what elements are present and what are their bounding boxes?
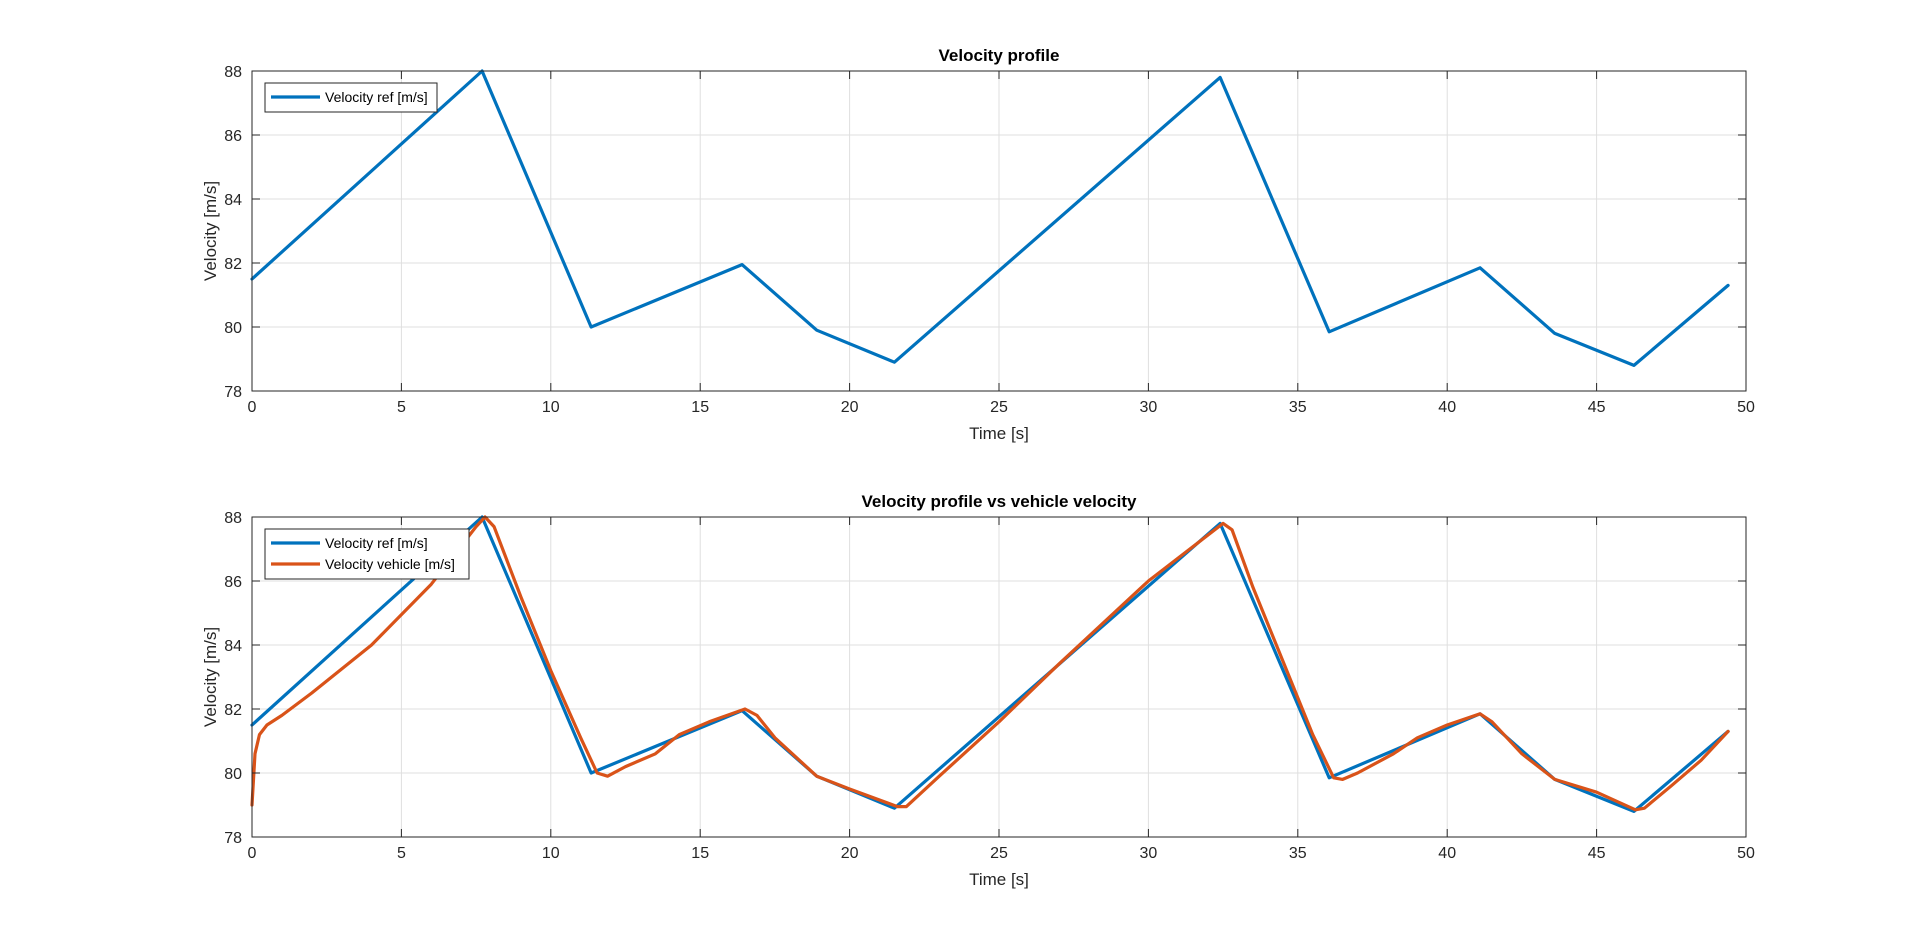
grid <box>252 517 1746 837</box>
x-tick-label: 50 <box>1737 399 1755 416</box>
x-tick-label: 10 <box>542 399 560 416</box>
y-tick-label: 82 <box>224 702 242 719</box>
y-tick-label: 88 <box>224 64 242 81</box>
series-layer <box>250 69 1730 367</box>
x-tick-label: 0 <box>248 845 257 862</box>
legend-entry: Velocity ref [m/s] <box>325 535 428 551</box>
y-tick-label: 84 <box>224 638 242 655</box>
y-tick-label: 88 <box>224 510 242 527</box>
x-tick-label: 25 <box>990 399 1008 416</box>
x-tick-label: 30 <box>1140 845 1158 862</box>
chart-velocity-profile: 0 5 10 15 20 25 30 35 40 45 50 78 80 82 84 86 88 Velocit… <box>201 46 1755 443</box>
legend-entry: Velocity vehicle [m/s] <box>325 556 455 572</box>
ticks: 0 5 10 15 20 25 30 35 40 45 50 78 80 82 84 86 88 <box>224 64 1755 416</box>
x-tick-label: 25 <box>990 845 1008 862</box>
x-tick-label: 5 <box>397 845 406 862</box>
x-axis-label: Time [s] <box>969 424 1029 443</box>
ticks: 0 5 10 15 20 25 30 35 40 45 50 78 80 82 84 86 88 <box>224 510 1755 862</box>
y-tick-label: 86 <box>224 128 242 145</box>
x-tick-label: 30 <box>1140 399 1158 416</box>
x-tick-label: 45 <box>1588 845 1606 862</box>
y-tick-label: 84 <box>224 192 242 209</box>
x-axis-label: Time [s] <box>969 870 1029 889</box>
chart-title: Velocity profile <box>939 46 1060 65</box>
y-tick-label: 78 <box>224 830 242 847</box>
x-tick-label: 15 <box>691 845 709 862</box>
y-axis-label: Velocity [m/s] <box>201 627 220 727</box>
legend-box <box>264 528 470 580</box>
y-axis-label: Velocity [m/s] <box>201 181 220 281</box>
x-tick-label: 35 <box>1289 845 1307 862</box>
x-tick-label: 10 <box>542 845 560 862</box>
y-tick-label: 82 <box>224 256 242 273</box>
chart-title: Velocity profile vs vehicle velocity <box>862 492 1138 511</box>
x-tick-label: 45 <box>1588 399 1606 416</box>
legend-box <box>264 82 438 113</box>
x-tick-label: 0 <box>248 399 257 416</box>
x-tick-label: 20 <box>841 845 859 862</box>
series-line-velocity-ref <box>250 69 1730 367</box>
x-tick-label: 35 <box>1289 399 1307 416</box>
chart-velocity-profile-vs-vehicle: 0 5 10 15 20 25 30 35 40 45 50 78 80 82 84 86 88 Velocit… <box>201 492 1755 889</box>
x-tick-label: 50 <box>1737 845 1755 862</box>
x-tick-label: 5 <box>397 399 406 416</box>
y-tick-label: 80 <box>224 766 242 783</box>
y-tick-label: 86 <box>224 574 242 591</box>
series-line-velocity-vehicle <box>250 515 1730 812</box>
x-tick-label: 40 <box>1438 845 1456 862</box>
x-tick-label: 15 <box>691 399 709 416</box>
grid <box>252 71 1746 391</box>
legend: Velocity ref [m/s] Velocity vehicle [m/s] <box>264 528 470 580</box>
legend-entry: Velocity ref [m/s] <box>325 89 428 105</box>
y-tick-label: 78 <box>224 384 242 401</box>
x-tick-label: 20 <box>841 399 859 416</box>
y-tick-label: 80 <box>224 320 242 337</box>
legend: Velocity ref [m/s] <box>264 82 438 113</box>
series-layer <box>250 515 1730 814</box>
x-tick-label: 40 <box>1438 399 1456 416</box>
